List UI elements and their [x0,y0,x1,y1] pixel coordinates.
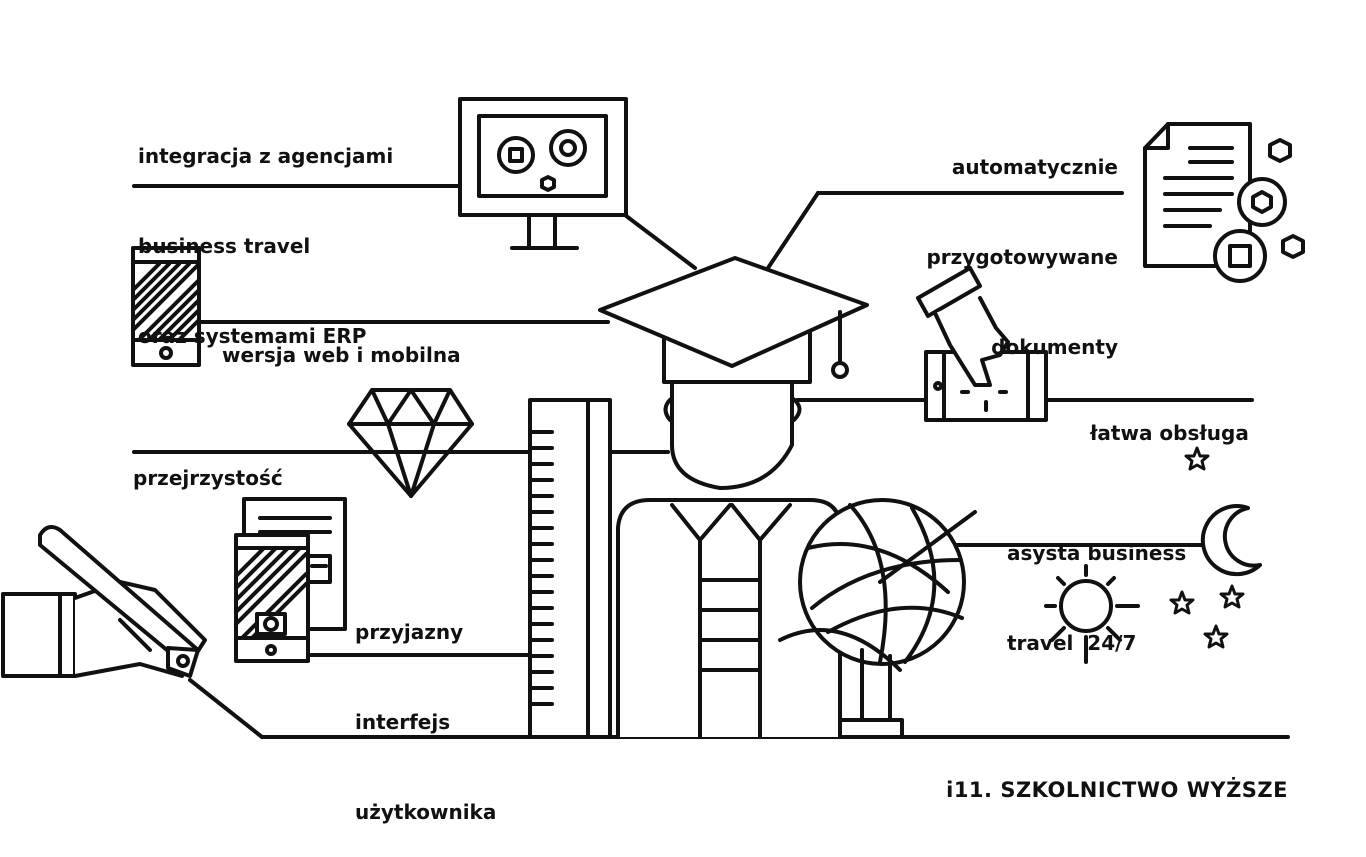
star-icon [1169,446,1245,649]
label-interface-line-1: przyjazny [355,620,464,644]
sun-icon [1044,564,1140,664]
documents-phone-icon [234,497,347,663]
infographic-canvas [1,97,1305,739]
label-transparency-line-1: przejrzystość [133,466,283,490]
label-assistance-line-2: travel 24/7 [1007,631,1137,655]
label-interface-line-3: użytkownika [355,800,497,824]
diamond-icon [347,388,474,498]
label-integration-line-1: integracja z agencjami [138,144,394,168]
moon-icon [1200,504,1262,577]
label-documents: automatycznie przygotowywane dokumenty [926,92,1118,392]
smartphone-icon [131,246,201,367]
ruler-icon [528,398,612,739]
label-assistance: asysta business travel 24/7 [1007,478,1186,688]
label-interface: przyjazny interfejs użytkownika [355,557,496,857]
label-integration-line-2: business travel [138,234,311,258]
monitor-gears-icon [458,97,628,250]
label-documents-line-2: przygotowywane [926,245,1118,269]
label-web-mobile: wersja web i mobilna [222,280,461,400]
hand-tap-icon [916,266,1048,422]
label-easy-use: łatwa obsługa [1090,358,1249,478]
label-integration: integracja z agencjami business travel o… [138,81,393,381]
graduate-icon [598,256,869,739]
hand-pen-icon [1,524,207,678]
label-documents-line-1: automatycznie [951,155,1118,179]
label-web-mobile-line-1: wersja web i mobilna [222,343,461,367]
globe-icon [778,498,977,739]
label-assistance-line-1: asysta business [1007,541,1187,565]
label-transparency: przejrzystość [133,403,283,523]
label-documents-line-3: dokumenty [991,335,1118,359]
label-integration-line-3: oraz systemami ERP [138,324,367,348]
label-easy-use-line-1: łatwa obsługa [1090,421,1249,445]
footer-title: i11. SZKOLNICTWO WYŻSZE [946,778,1288,802]
document-gears-icon [1143,122,1305,283]
label-interface-line-2: interfejs [355,710,451,734]
